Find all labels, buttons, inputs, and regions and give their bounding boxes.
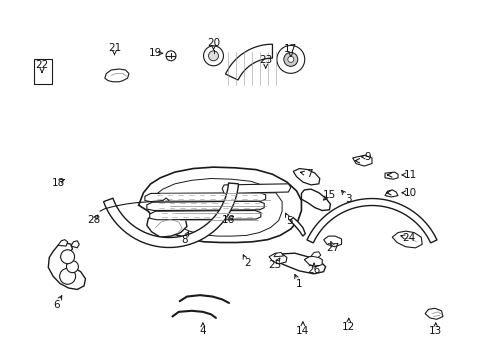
Text: 11: 11: [403, 170, 416, 180]
Polygon shape: [310, 252, 320, 257]
Polygon shape: [222, 184, 290, 193]
Text: 5: 5: [286, 216, 292, 226]
Text: 7: 7: [305, 169, 312, 179]
Text: 27: 27: [326, 243, 339, 253]
Bar: [34, 59, 52, 84]
Text: 3: 3: [345, 194, 351, 204]
Polygon shape: [424, 308, 442, 319]
Text: 24: 24: [402, 233, 415, 243]
Text: 8: 8: [181, 235, 187, 245]
Polygon shape: [392, 231, 422, 248]
Polygon shape: [269, 253, 287, 264]
Circle shape: [166, 51, 176, 61]
Text: 6: 6: [53, 300, 60, 310]
Polygon shape: [151, 178, 282, 236]
Text: 25: 25: [268, 260, 281, 270]
Text: 9: 9: [364, 152, 371, 162]
Text: 12: 12: [341, 322, 355, 332]
Text: 15: 15: [322, 190, 335, 200]
Polygon shape: [71, 241, 79, 248]
Polygon shape: [384, 172, 397, 179]
Polygon shape: [293, 169, 319, 185]
Polygon shape: [105, 69, 129, 82]
Text: 21: 21: [107, 42, 121, 52]
Polygon shape: [301, 189, 330, 211]
Text: 14: 14: [296, 326, 309, 336]
Polygon shape: [289, 218, 304, 236]
Text: 23: 23: [258, 55, 272, 65]
Text: 10: 10: [403, 188, 416, 198]
Circle shape: [283, 52, 297, 66]
Text: 17: 17: [284, 44, 297, 54]
Text: 19: 19: [149, 48, 162, 58]
Text: 4: 4: [199, 326, 206, 336]
Text: 20: 20: [207, 37, 220, 47]
Polygon shape: [145, 193, 265, 202]
Text: 22: 22: [35, 60, 48, 70]
Polygon shape: [138, 167, 301, 242]
Polygon shape: [147, 212, 186, 237]
Text: 2: 2: [243, 258, 250, 268]
Polygon shape: [103, 183, 238, 247]
Circle shape: [60, 268, 76, 284]
Polygon shape: [273, 253, 325, 274]
Polygon shape: [304, 256, 321, 267]
Polygon shape: [225, 44, 272, 80]
Circle shape: [66, 261, 78, 273]
Text: 13: 13: [428, 326, 441, 336]
Text: 28: 28: [87, 216, 100, 226]
Polygon shape: [58, 240, 67, 246]
Circle shape: [60, 250, 75, 264]
Circle shape: [208, 51, 218, 61]
Circle shape: [287, 56, 293, 62]
Polygon shape: [352, 155, 371, 166]
Polygon shape: [273, 252, 283, 257]
Text: 26: 26: [307, 265, 320, 275]
Polygon shape: [150, 211, 260, 220]
Circle shape: [276, 45, 304, 73]
Text: 16: 16: [221, 216, 234, 226]
Polygon shape: [147, 201, 264, 211]
Text: 1: 1: [296, 280, 302, 290]
Polygon shape: [323, 236, 341, 247]
Polygon shape: [306, 198, 436, 243]
Text: 18: 18: [51, 178, 64, 188]
Polygon shape: [48, 242, 85, 290]
Polygon shape: [384, 190, 397, 197]
Circle shape: [203, 46, 223, 66]
